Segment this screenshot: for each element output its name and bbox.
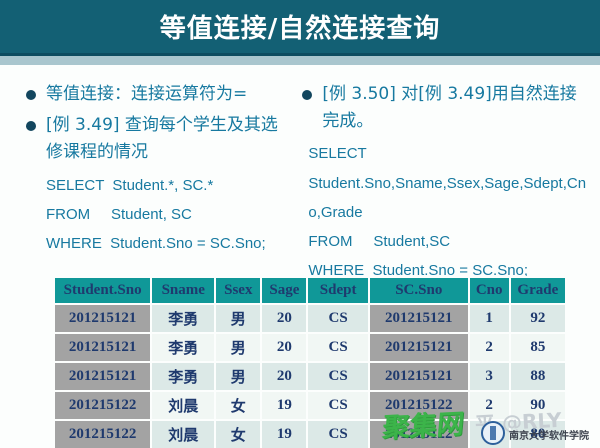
table-cell: 80 bbox=[508, 419, 568, 448]
table-header-row: Student.Sno Sname Ssex Sage Sdept SC.Sno… bbox=[52, 276, 568, 305]
table-cell: 85 bbox=[508, 332, 568, 363]
table-cell: CS bbox=[306, 361, 370, 392]
table-cell: 201215122 bbox=[52, 419, 153, 448]
bullet-text: 等值连接：连接运算符为= bbox=[46, 84, 248, 104]
bullet-item: 等值连接：连接运算符为= bbox=[26, 81, 280, 108]
table-cell: 2 bbox=[467, 332, 511, 363]
column-header: Sname bbox=[150, 276, 217, 305]
title-underline bbox=[0, 53, 600, 56]
table-cell: 88 bbox=[508, 361, 568, 392]
table-cell: 201215122 bbox=[52, 390, 153, 421]
bullet-icon bbox=[26, 90, 36, 100]
bullet-item: [例 3.49] 查询每个学生及其选修课程的情况 bbox=[26, 112, 280, 166]
table-cell: 李勇 bbox=[150, 332, 217, 363]
table-row: 201215122 刘晨 女 19 CS 201215122 3 80 bbox=[52, 419, 568, 448]
page-title: 等值连接/自然连接查询 bbox=[159, 14, 441, 44]
sql-line: WHERE Student.Sno = SC.Sno; bbox=[308, 262, 529, 280]
bullet-icon bbox=[26, 121, 36, 132]
sql-line: FROM Student,SC bbox=[308, 233, 451, 251]
table-cell: 3 bbox=[467, 361, 511, 392]
table-cell: 2 bbox=[467, 390, 511, 421]
table-cell: 201215121 bbox=[367, 303, 470, 334]
table-cell: 刘晨 bbox=[150, 390, 217, 421]
table-row: 201215121 李勇 男 20 CS 201215121 3 88 bbox=[52, 361, 568, 392]
column-header: Sdept bbox=[306, 276, 370, 305]
title-bar: 等值连接/自然连接查询 bbox=[0, 0, 600, 53]
sql-code-block-left: SELECT Student.*, SC.* FROM Student, SC … bbox=[46, 171, 280, 259]
table-cell: 201215121 bbox=[52, 332, 153, 363]
sql-code-block-right: SELECT Student.Sno,Sname,Ssex,Sage,Sdept… bbox=[308, 139, 592, 285]
table-cell: 1 bbox=[467, 303, 511, 334]
left-column: 等值连接：连接运算符为= [例 3.49] 查询每个学生及其选修课程的情况 SE… bbox=[26, 81, 286, 286]
table-cell: 201215121 bbox=[367, 361, 470, 392]
column-header: SC.Sno bbox=[367, 276, 470, 305]
table-cell: 20 bbox=[260, 303, 309, 334]
column-header: Cno bbox=[467, 276, 511, 305]
title-accent-band bbox=[0, 56, 600, 65]
table-cell: CS bbox=[306, 303, 370, 334]
table-row: 201215121 李勇 男 20 CS 201215121 2 85 bbox=[52, 332, 568, 363]
bullet-text: [例 3.50] 对[例 3.49]用自然连接完成。 bbox=[322, 84, 577, 132]
table-cell: 20 bbox=[260, 332, 309, 363]
table-row: 201215122 刘晨 女 19 CS 201215122 2 90 bbox=[52, 390, 568, 421]
column-header: Student.Sno bbox=[52, 276, 153, 305]
sql-line: Student.Sno,Sname,Ssex,Sage,Sdept,Cno,Gr… bbox=[308, 174, 587, 221]
bullet-item: [例 3.50] 对[例 3.49]用自然连接完成。 bbox=[302, 81, 592, 135]
table-cell: 90 bbox=[508, 390, 568, 421]
table-cell: 刘晨 bbox=[150, 419, 217, 448]
table-cell: 201215121 bbox=[52, 361, 153, 392]
table-cell: 19 bbox=[260, 390, 309, 421]
right-column: [例 3.50] 对[例 3.49]用自然连接完成。 SELECT Studen… bbox=[286, 81, 592, 286]
table-cell: 李勇 bbox=[150, 303, 217, 334]
column-header: Grade bbox=[508, 276, 568, 305]
table-cell: 92 bbox=[508, 303, 568, 334]
table-cell: 女 bbox=[214, 390, 263, 421]
table-cell: 201215121 bbox=[367, 332, 470, 363]
table-cell: 男 bbox=[214, 332, 263, 363]
table-cell: 201215121 bbox=[52, 303, 153, 334]
table-cell: 3 bbox=[467, 419, 511, 448]
sql-line: SELECT bbox=[308, 145, 367, 163]
table-cell: CS bbox=[306, 390, 370, 421]
table-cell: 201215122 bbox=[367, 390, 470, 421]
column-header: Ssex bbox=[214, 276, 263, 305]
table-cell: 男 bbox=[214, 303, 263, 334]
bullet-text: [例 3.49] 查询每个学生及其选修课程的情况 bbox=[46, 115, 278, 163]
sql-line: SELECT Student.*, SC.* bbox=[46, 176, 214, 194]
sql-line: FROM Student, SC bbox=[46, 205, 192, 223]
sql-line: WHERE Student.Sno = SC.Sno; bbox=[46, 235, 266, 253]
body-columns: 等值连接：连接运算符为= [例 3.49] 查询每个学生及其选修课程的情况 SE… bbox=[0, 65, 600, 286]
query-results-table: Student.Sno Sname Ssex Sage Sdept SC.Sno… bbox=[52, 276, 568, 448]
table-cell: 男 bbox=[214, 361, 263, 392]
table-cell: 201215122 bbox=[367, 419, 470, 448]
table-cell: 女 bbox=[214, 419, 263, 448]
column-header: Sage bbox=[260, 276, 309, 305]
table-cell: 20 bbox=[260, 361, 309, 392]
table-cell: 19 bbox=[260, 419, 309, 448]
table-row: 201215121 李勇 男 20 CS 201215121 1 92 bbox=[52, 303, 568, 334]
table-cell: CS bbox=[306, 419, 370, 448]
table-cell: CS bbox=[306, 332, 370, 363]
bullet-icon bbox=[302, 90, 313, 100]
table-cell: 李勇 bbox=[150, 361, 217, 392]
